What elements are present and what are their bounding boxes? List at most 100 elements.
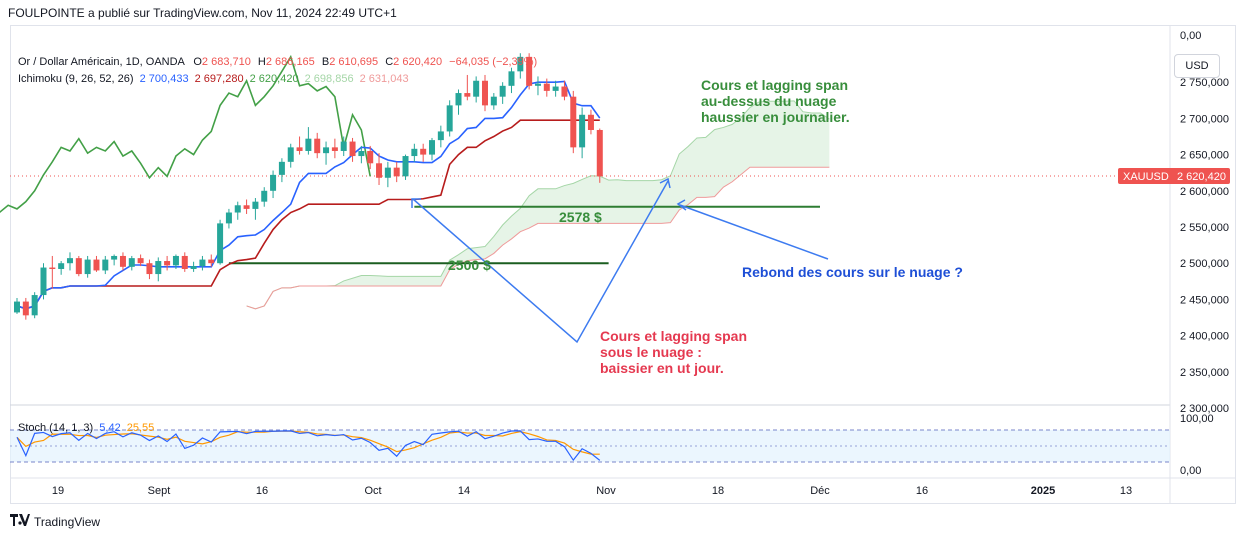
candle-body bbox=[225, 212, 232, 224]
candle-body bbox=[543, 83, 550, 91]
candles-group bbox=[14, 53, 603, 320]
bull-note-line3: haussier en journalier. bbox=[701, 109, 850, 125]
price-axis-top-label: 0,00 bbox=[1180, 30, 1201, 42]
candle-body bbox=[49, 267, 56, 269]
candle-body bbox=[252, 201, 259, 209]
candle-body bbox=[499, 85, 506, 97]
candle-body bbox=[31, 295, 38, 316]
candle-body bbox=[164, 261, 171, 266]
candle-body bbox=[287, 147, 294, 162]
ichimoku-spanA-value: 2 698,856 bbox=[304, 73, 354, 85]
arrowhead-left bbox=[411, 198, 421, 208]
stoch-k-line bbox=[16, 430, 601, 462]
candle-body bbox=[190, 266, 197, 269]
open-label: O bbox=[193, 56, 202, 68]
ichimoku-tenkan-value: 2 700,433 bbox=[139, 73, 189, 85]
tradingview-brand: TradingView bbox=[34, 514, 101, 529]
candle-body bbox=[464, 93, 471, 97]
price-legend: Or / Dollar Américain, 1D, OANDA O2 683,… bbox=[18, 56, 537, 68]
candle-body bbox=[473, 80, 480, 97]
candle-body bbox=[208, 259, 215, 264]
candle-body bbox=[66, 258, 73, 264]
time-tick-label: 16 bbox=[916, 485, 928, 497]
stoch-legend: Stoch (14, 1, 3) 5,42 25,55 bbox=[18, 422, 154, 434]
open-value: 2 683,710 bbox=[201, 56, 251, 68]
time-tick-label: Déc bbox=[810, 485, 830, 497]
candle-body bbox=[411, 148, 418, 157]
candle-body bbox=[314, 138, 321, 154]
candle-body bbox=[84, 259, 91, 275]
candle-body bbox=[490, 96, 497, 106]
candle-body bbox=[367, 150, 374, 164]
ichimoku-name[interactable]: Ichimoku (9, 26, 52, 26) bbox=[18, 73, 134, 85]
time-axis: 19 Sept 16 Oct 14 Nov 18 Déc 16 2025 13 bbox=[52, 485, 1132, 497]
price-tick-label: 2 750,000 bbox=[1180, 77, 1229, 89]
candle-body bbox=[137, 258, 144, 264]
time-tick-label: 2025 bbox=[1031, 485, 1055, 497]
candle-body bbox=[199, 259, 206, 267]
price-tick-label: 2 300,000 bbox=[1180, 403, 1229, 415]
candle-body bbox=[75, 258, 82, 275]
low-value: 2 610,695 bbox=[329, 56, 379, 68]
kijun-sen-line bbox=[16, 119, 600, 310]
candle-body bbox=[579, 114, 586, 148]
rebound-note: Rebond des cours sur le nuage ? bbox=[742, 264, 963, 280]
currency-button[interactable]: USD bbox=[1174, 54, 1220, 78]
tradingview-logo-icon bbox=[10, 514, 30, 529]
bear-note-line3: baissier en ut jour. bbox=[600, 360, 724, 376]
candle-body bbox=[296, 147, 303, 151]
candle-body bbox=[128, 258, 135, 267]
symbol-name[interactable]: Or / Dollar Américain, 1D, OANDA bbox=[18, 56, 185, 68]
high-value: 2 686,165 bbox=[265, 56, 315, 68]
price-axis: 2 750,000 2 700,000 2 650,000 2 600,000 2 55… bbox=[1180, 77, 1229, 415]
candle-body bbox=[217, 223, 224, 264]
candle-body bbox=[534, 83, 541, 86]
candle-body bbox=[552, 86, 559, 91]
time-tick-label: 14 bbox=[458, 485, 470, 497]
ichimoku-cloud bbox=[246, 100, 830, 309]
tradingview-footer: TradingView bbox=[10, 514, 100, 529]
candle-body bbox=[340, 141, 347, 151]
time-tick-label: Sept bbox=[148, 485, 171, 497]
candle-body bbox=[508, 71, 515, 86]
annotation-arrows bbox=[411, 177, 829, 344]
stoch-d-value: 25,55 bbox=[126, 422, 155, 434]
candle-body bbox=[278, 161, 285, 175]
candle-body bbox=[526, 56, 533, 86]
price-tick-label: 2 650,000 bbox=[1180, 150, 1229, 162]
candle-body bbox=[22, 301, 29, 316]
bear-note-line1: Cours et lagging span bbox=[600, 328, 747, 344]
low-label: B bbox=[321, 56, 330, 68]
candle-body bbox=[446, 105, 453, 132]
stoch-axis-100: 100,00 bbox=[1180, 413, 1214, 425]
price-tick-label: 2 450,000 bbox=[1180, 294, 1229, 306]
candle-body bbox=[455, 93, 462, 106]
bear-v-arrow bbox=[412, 180, 669, 344]
price-tick-label: 2 500,000 bbox=[1180, 258, 1229, 270]
stoch-k-value: 5,42 bbox=[99, 422, 121, 434]
senkou-span-b bbox=[246, 166, 830, 310]
ichimoku-kijun-value: 2 697,280 bbox=[194, 73, 244, 85]
rebound-arrowhead bbox=[676, 199, 687, 211]
candle-body bbox=[243, 205, 250, 209]
candle-body bbox=[146, 263, 153, 275]
candle-body bbox=[481, 80, 488, 106]
candle-body bbox=[102, 259, 109, 271]
price-tick-label: 2 350,000 bbox=[1180, 367, 1229, 379]
senkou-span-a bbox=[246, 100, 830, 310]
time-tick-label: 13 bbox=[1120, 485, 1132, 497]
arrowhead-right bbox=[659, 177, 671, 189]
publisher-header: FOULPOINTE a publié sur TradingView.com,… bbox=[8, 6, 397, 20]
candle-body bbox=[437, 131, 444, 141]
high-label: H bbox=[257, 56, 266, 68]
candle-body bbox=[234, 205, 241, 213]
level-2500-label: 2500 $ bbox=[448, 257, 491, 273]
candle-body bbox=[393, 167, 400, 177]
stoch-name[interactable]: Stoch (14, 1, 3) bbox=[18, 422, 94, 434]
time-tick-label: 18 bbox=[712, 485, 724, 497]
candle-body bbox=[181, 255, 188, 269]
candle-body bbox=[376, 163, 383, 178]
stoch-axis-0: 0,00 bbox=[1180, 465, 1201, 477]
candle-body bbox=[119, 255, 126, 267]
